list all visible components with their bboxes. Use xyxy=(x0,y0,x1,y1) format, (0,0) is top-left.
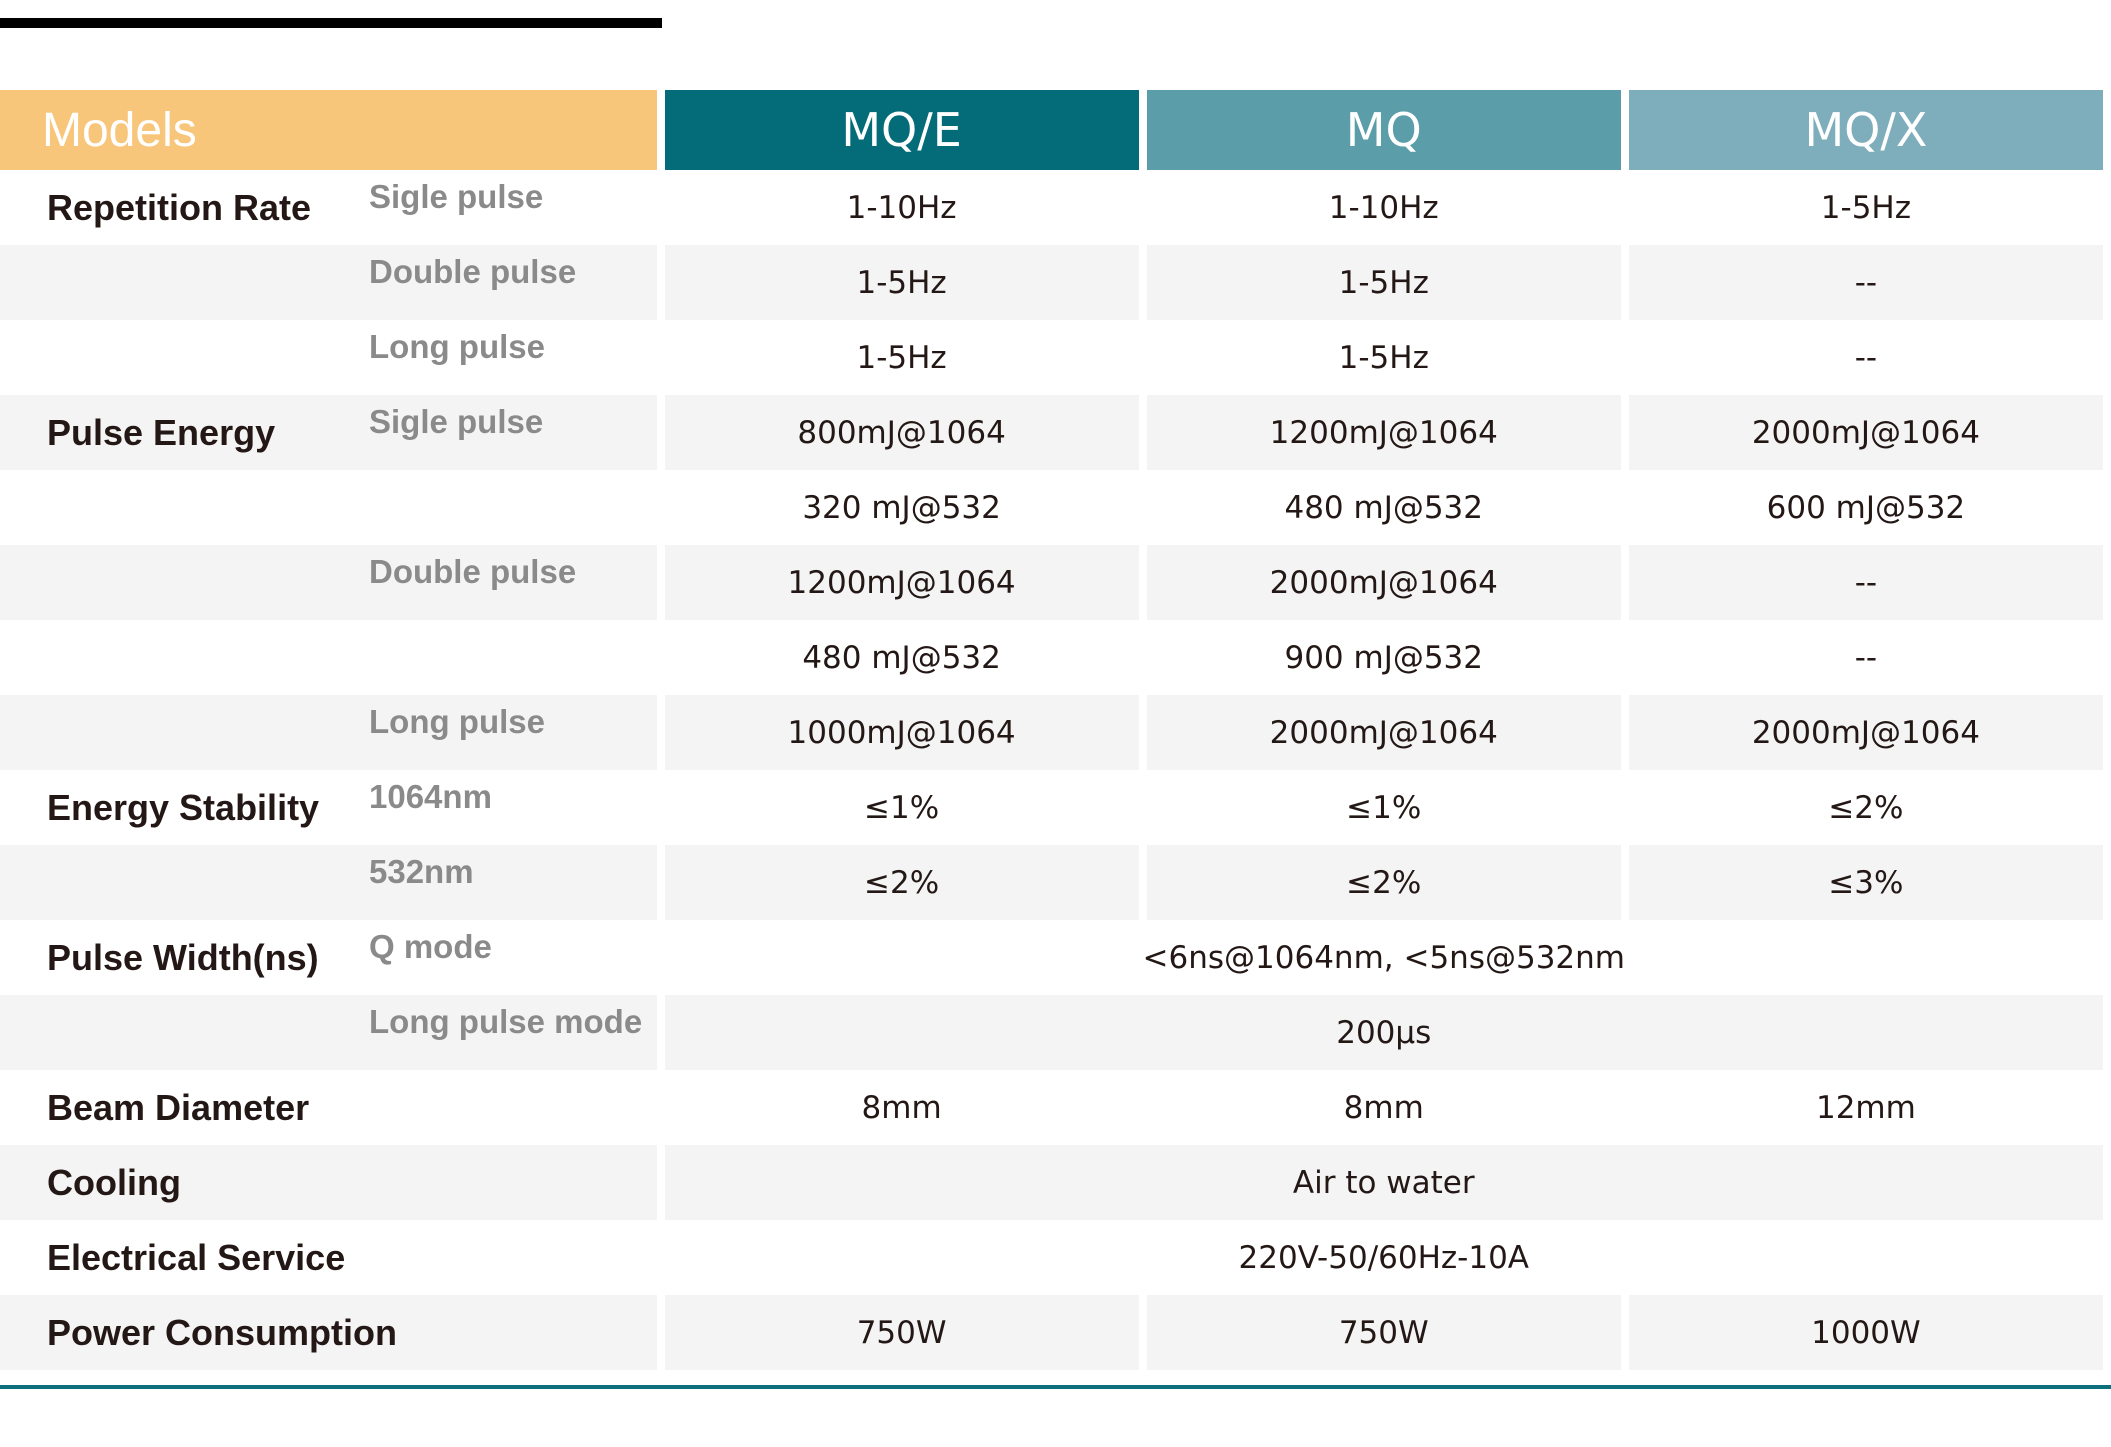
spec-value-cell: 1-5Hz xyxy=(664,245,1139,320)
spec-value-cell: 480 mJ@532 xyxy=(1284,489,1484,526)
spec-group-label: Energy Stability xyxy=(47,786,320,828)
bottom-rule xyxy=(0,1385,2111,1389)
spec-value-cell: ≤2% xyxy=(664,845,1139,920)
spec-value-all-models: 220V-50/60Hz-10A xyxy=(1238,1239,1530,1276)
spec-sub-label: Long pulse xyxy=(369,703,545,740)
table-row: Long pulse 1000mJ@1064 2000mJ@1064 2000mJ@1… xyxy=(0,695,2103,770)
spec-value-cell: 2000mJ@1064 xyxy=(1628,695,2103,770)
row-label-cell: Double pulse xyxy=(0,545,657,620)
table-row: Pulse Width(ns) Q mode <6ns@1064nm, <5ns@5… xyxy=(0,920,2103,995)
spec-value-all-models: Air to water xyxy=(664,1145,2103,1220)
spec-sub-label: Sigle pulse xyxy=(369,178,544,215)
table-row: Repetition Rate Sigle pulse 1-10Hz 1-10Hz 1-… xyxy=(0,170,2103,245)
row-label-cell xyxy=(0,470,657,545)
spec-value-cell: 2000mJ@1064 xyxy=(1146,695,1621,770)
spec-group-label: Pulse Width(ns) xyxy=(47,936,319,978)
model-header-mqx: MQ/X xyxy=(1628,90,2103,170)
spec-value-cell: 2000mJ@1064 xyxy=(1628,395,2103,470)
spec-value-cell: 750W xyxy=(664,1295,1139,1370)
spec-value-cell: ≤2% xyxy=(1828,789,1904,826)
row-label-cell: Long pulse xyxy=(0,695,657,770)
model-header-mqe: MQ/E xyxy=(664,90,1139,170)
table-row: 532nm ≤2% ≤2% ≤3% xyxy=(0,845,2103,920)
table-row: Long pulse mode 200μs xyxy=(0,995,2103,1070)
spec-group-label: Cooling xyxy=(47,1161,181,1203)
table-row: Energy Stability 1064nm ≤1% ≤1% ≤2% xyxy=(0,770,2103,845)
spec-sub-label: Double pulse xyxy=(369,553,577,590)
spec-value-cell: 1-10Hz xyxy=(1328,189,1439,226)
spec-value-cell: ≤1% xyxy=(1346,789,1422,826)
spec-value-cell: ≤3% xyxy=(1628,845,2103,920)
table-row: Electrical Service 220V-50/60Hz-10A xyxy=(0,1220,2103,1295)
spec-value-cell: -- xyxy=(1628,245,2103,320)
table-row: Cooling Air to water xyxy=(0,1145,2103,1220)
spec-value-cell: 1-5Hz xyxy=(1338,339,1429,376)
spec-value-cell: 1000mJ@1064 xyxy=(664,695,1139,770)
spec-value-cell: 480 mJ@532 xyxy=(802,639,1001,676)
table-row: Double pulse 1-5Hz 1-5Hz -- xyxy=(0,245,2103,320)
row-label-cell: Beam Diameter xyxy=(0,1070,657,1145)
table-row: 480 mJ@532 900 mJ@532 -- xyxy=(0,620,2103,695)
spec-value-cell: 1-5Hz xyxy=(1146,245,1621,320)
spec-value-cell: -- xyxy=(1854,639,1878,676)
table-row: Power Consumption 750W 750W 1000W xyxy=(0,1295,2103,1370)
row-label-cell: Long pulse mode xyxy=(0,995,657,1070)
spec-value-cell: ≤2% xyxy=(1146,845,1621,920)
spec-value-cell: -- xyxy=(1628,545,2103,620)
spec-group-label: Repetition Rate xyxy=(47,186,312,228)
row-label-cell: Repetition Rate Sigle pulse xyxy=(0,170,657,245)
row-label-cell: Cooling xyxy=(0,1145,657,1220)
spec-group-label: Electrical Service xyxy=(47,1236,346,1278)
spec-value-cell: 320 mJ@532 xyxy=(802,489,1001,526)
spec-sub-label: Long pulse xyxy=(369,328,545,365)
spec-sub-label: Double pulse xyxy=(369,253,577,290)
model-header-mq: MQ xyxy=(1146,90,1621,170)
spec-value-cell: 900 mJ@532 xyxy=(1284,639,1484,676)
spec-sub-label: Sigle pulse xyxy=(369,403,544,440)
models-header: Models xyxy=(0,90,657,170)
spec-value-cell: 2000mJ@1064 xyxy=(1146,545,1621,620)
spec-sub-label: 1064nm xyxy=(369,778,492,815)
table-row: Beam Diameter 8mm 8mm 12mm xyxy=(0,1070,2103,1145)
spec-table: Models MQ/E MQ MQ/X Repetition Rate Sigle… xyxy=(0,90,2111,1370)
spec-value-cell: 8mm xyxy=(1343,1089,1424,1126)
spec-value-cell: 1-5Hz xyxy=(856,339,947,376)
row-label-cell: Long pulse xyxy=(0,320,657,395)
spec-group-label: Beam Diameter xyxy=(47,1086,310,1128)
row-label-cell: Pulse Width(ns) Q mode xyxy=(0,920,657,995)
top-rule xyxy=(0,18,662,28)
spec-sub-label: Long pulse mode xyxy=(369,1003,643,1040)
row-label-cell: Pulse Energy Sigle pulse xyxy=(0,395,657,470)
row-label-cell: 532nm xyxy=(0,845,657,920)
spec-value-cell: -- xyxy=(1854,339,1878,376)
spec-value-cell: 1000W xyxy=(1628,1295,2103,1370)
spec-group-label: Pulse Energy xyxy=(47,411,276,453)
spec-sub-label: 532nm xyxy=(369,853,474,890)
spec-value-cell: 600 mJ@532 xyxy=(1766,489,1966,526)
spec-value-all-models: 200μs xyxy=(664,995,2103,1070)
spec-sub-label: Q mode xyxy=(369,928,492,965)
row-label-cell: Double pulse xyxy=(0,245,657,320)
spec-value-cell: 1-5Hz xyxy=(1820,189,1912,226)
header-row: Models MQ/E MQ MQ/X xyxy=(0,90,2103,170)
spec-value-cell: 1-10Hz xyxy=(846,189,957,226)
spec-value-all-models: <6ns@1064nm, <5ns@532nm xyxy=(1142,939,1625,976)
table-row: Double pulse 1200mJ@1064 2000mJ@1064 -- xyxy=(0,545,2103,620)
row-label-cell: Power Consumption xyxy=(0,1295,657,1370)
table-row: 320 mJ@532 480 mJ@532 600 mJ@532 xyxy=(0,470,2103,545)
spec-value-cell: 1200mJ@1064 xyxy=(664,545,1139,620)
spec-group-label: Power Consumption xyxy=(47,1311,397,1353)
spec-value-cell: 1200mJ@1064 xyxy=(1146,395,1621,470)
spec-value-cell: 8mm xyxy=(861,1089,942,1126)
row-label-cell: Energy Stability 1064nm xyxy=(0,770,657,845)
spec-value-cell: ≤1% xyxy=(864,789,940,826)
spec-value-cell: 800mJ@1064 xyxy=(664,395,1139,470)
row-label-cell: Electrical Service xyxy=(0,1220,657,1295)
spec-value-cell: 750W xyxy=(1146,1295,1621,1370)
row-label-cell xyxy=(0,620,657,695)
table-row: Pulse Energy Sigle pulse 800mJ@1064 1200mJ@… xyxy=(0,395,2103,470)
spec-value-cell: 12mm xyxy=(1815,1089,1916,1126)
table-row: Long pulse 1-5Hz 1-5Hz -- xyxy=(0,320,2103,395)
spec-table-body: Repetition Rate Sigle pulse 1-10Hz 1-10Hz 1-… xyxy=(0,170,2103,1370)
